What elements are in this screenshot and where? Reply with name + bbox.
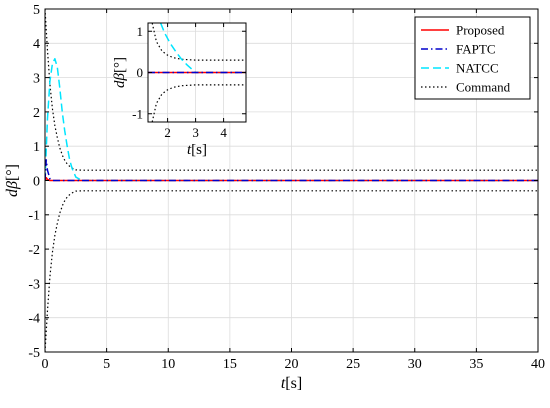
main-ytick-label-10: 5 <box>33 3 40 18</box>
inset-xtick-label-0: 2 <box>164 125 171 140</box>
inset-ylabel-unit: [°] <box>112 57 128 73</box>
main-xlabel-symbol: t <box>281 375 286 392</box>
inset-xlabel-symbol: t <box>187 142 192 158</box>
inset-xlabel: t[s] <box>187 142 207 158</box>
main-xtick-label-3: 15 <box>223 357 237 372</box>
main-xtick-label-4: 20 <box>285 357 299 372</box>
inset-command-lower-series-line <box>151 84 246 122</box>
inset-xtick-label-2: 4 <box>220 125 227 140</box>
inset-series-group <box>148 23 246 122</box>
inset-ytick-label-2: 1 <box>137 24 144 39</box>
main-xlabel: t[s] <box>281 375 302 392</box>
main-ytick-label-0: -5 <box>28 346 40 361</box>
main-ytick-label-5: 0 <box>33 174 40 189</box>
main-xtick-label-5: 25 <box>346 357 360 372</box>
main-ytick-label-1: -4 <box>28 312 40 327</box>
legend-label-command: Command <box>456 80 511 95</box>
inset-xlabel-unit: [s] <box>191 142 207 158</box>
main-series-group <box>45 9 538 352</box>
main-xlabel-unit: [s] <box>285 375 302 392</box>
main-ytick-label-3: -2 <box>28 243 40 258</box>
main-ytick-label-9: 4 <box>33 37 40 52</box>
legend-label-faptc: FAPTC <box>456 42 496 57</box>
main-xtick-label-7: 35 <box>469 357 483 372</box>
main-xtick-label-2: 10 <box>161 357 175 372</box>
main-faptc-series-line <box>45 159 538 182</box>
main-ylabel-symbol: dβ <box>4 181 21 197</box>
inset-ylabel: dβ[°] <box>112 57 128 88</box>
inset-command-series-line <box>151 23 246 61</box>
legend-label-proposed: Proposed <box>456 23 505 38</box>
main-ytick-label-6: 1 <box>33 140 40 155</box>
inset-ytick-label-1: 0 <box>137 65 144 80</box>
inset-axes: 2 3 4 -1 0 1 t[s] dβ[°] <box>112 22 247 158</box>
inset-xtick-label-1: 3 <box>192 125 199 140</box>
main-ytick-label-2: -3 <box>28 277 40 292</box>
main-xtick-label-6: 30 <box>408 357 422 372</box>
legend: Proposed FAPTC NATCC Command <box>414 16 531 100</box>
main-xtick-label-0: 0 <box>42 357 49 372</box>
inset-ylabel-symbol: dβ <box>112 72 128 88</box>
main-xtick-label-8: 40 <box>531 357 545 372</box>
main-ytick-label-4: -1 <box>28 209 40 224</box>
main-ylabel: dβ[°] <box>4 164 21 197</box>
main-ytick-label-8: 3 <box>33 72 40 87</box>
main-command-lower-series-line <box>45 190 538 352</box>
main-xtick-label-1: 5 <box>103 357 110 372</box>
inset-ytick-label-0: -1 <box>132 106 143 121</box>
legend-box <box>414 16 531 100</box>
inset-natcc-series-line <box>159 23 246 74</box>
main-ytick-label-7: 2 <box>33 106 40 121</box>
main-ylabel-unit: [°] <box>4 164 21 181</box>
main-natcc-series-line <box>45 57 538 182</box>
legend-label-natcc: NATCC <box>456 61 499 76</box>
main-command-series-line <box>45 9 538 171</box>
